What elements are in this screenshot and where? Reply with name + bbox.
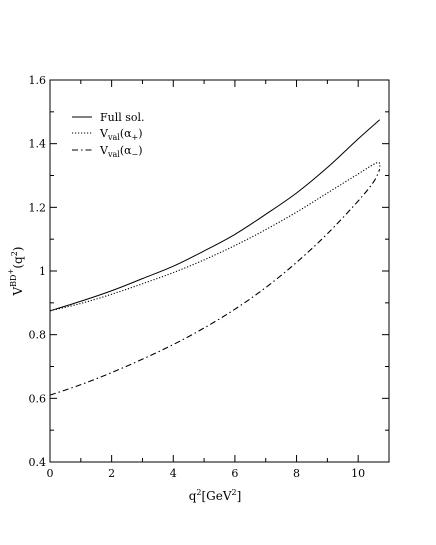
x-tick-label: 8	[293, 467, 300, 480]
y-tick-label: 0.6	[29, 392, 47, 405]
legend-label: Vval(α+)	[99, 127, 143, 142]
series-line-1	[49, 119, 381, 312]
x-tick-label: 6	[231, 467, 238, 480]
series-line-3	[49, 168, 381, 396]
y-tick-label: 1	[39, 265, 46, 278]
series-layer	[49, 119, 381, 396]
y-tick-label: 0.4	[29, 456, 47, 469]
series-line-2	[49, 161, 381, 312]
x-tick-label: 2	[108, 467, 115, 480]
y-tick-label: 1.6	[29, 74, 47, 87]
y-axis-label: VBD+(q2)	[7, 247, 25, 297]
y-tick-label: 1.2	[29, 201, 47, 214]
y-tick-label: 0.8	[29, 329, 47, 342]
x-axis-label: q2[GeV2]	[189, 488, 242, 503]
legend-label: Vval(α−)	[99, 144, 143, 159]
x-tick-label: 10	[351, 467, 365, 480]
x-tick-label: 0	[47, 467, 54, 480]
axis-ticks: 0 2 4 6 8 10 0.4 0.6 0.8 1 1.2 1.4 1.6	[29, 74, 389, 480]
x-tick-label: 4	[170, 467, 177, 480]
legend-label: Full sol.	[100, 111, 145, 124]
y-tick-label: 1.4	[29, 138, 47, 151]
legend: Full sol. Vval(α+) Vval(α−)	[72, 111, 145, 159]
